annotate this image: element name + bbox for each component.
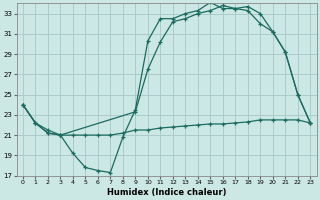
X-axis label: Humidex (Indice chaleur): Humidex (Indice chaleur) [107, 188, 226, 197]
